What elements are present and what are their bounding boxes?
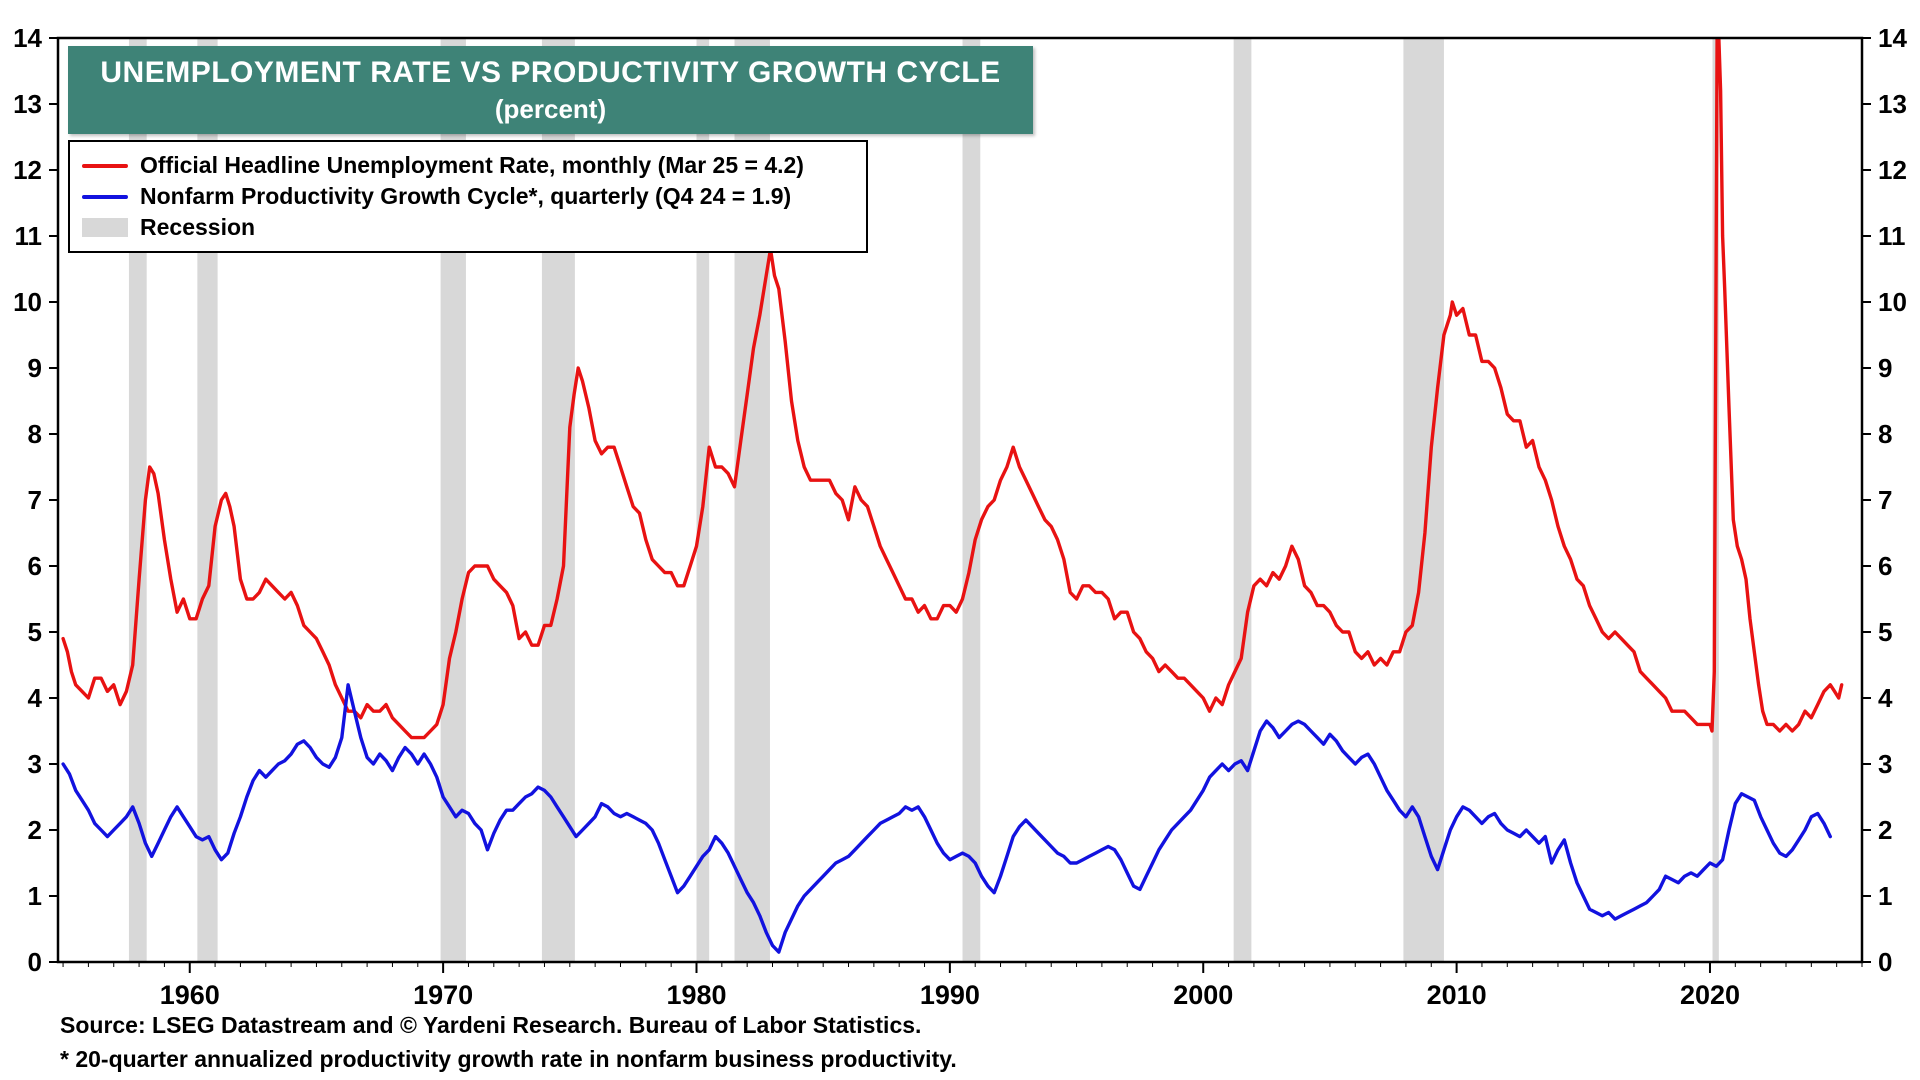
svg-text:1970: 1970 [413, 980, 473, 1010]
svg-text:1990: 1990 [920, 980, 980, 1010]
svg-text:6: 6 [28, 551, 42, 581]
recession-swatch [82, 218, 128, 237]
legend: Official Headline Unemployment Rate, mon… [68, 140, 868, 253]
svg-text:2010: 2010 [1427, 980, 1487, 1010]
svg-text:14: 14 [1878, 23, 1907, 53]
svg-text:1960: 1960 [160, 980, 220, 1010]
legend-label-productivity: Nonfarm Productivity Growth Cycle*, quar… [140, 183, 792, 209]
svg-text:1: 1 [1878, 881, 1892, 911]
svg-text:1980: 1980 [666, 980, 726, 1010]
svg-text:6: 6 [1878, 551, 1892, 581]
svg-text:4: 4 [28, 683, 43, 713]
svg-text:11: 11 [15, 221, 43, 251]
legend-item-unemployment: Official Headline Unemployment Rate, mon… [82, 150, 854, 181]
chart-subtitle: (percent) [494, 93, 607, 124]
svg-text:9: 9 [1878, 353, 1892, 383]
svg-text:13: 13 [1878, 89, 1907, 119]
svg-text:10: 10 [1878, 287, 1907, 317]
chart-title: UNEMPLOYMENT RATE VS PRODUCTIVITY GROWTH… [100, 55, 1001, 89]
svg-text:11: 11 [1878, 221, 1906, 251]
svg-text:5: 5 [28, 617, 42, 647]
legend-item-productivity: Nonfarm Productivity Growth Cycle*, quar… [82, 181, 854, 212]
red-line-swatch [82, 163, 128, 168]
svg-text:0: 0 [28, 947, 42, 977]
svg-text:14: 14 [13, 23, 42, 53]
svg-text:9: 9 [28, 353, 42, 383]
svg-text:12: 12 [1878, 155, 1907, 185]
svg-text:5: 5 [1878, 617, 1892, 647]
legend-label-unemployment: Official Headline Unemployment Rate, mon… [140, 152, 804, 178]
svg-text:4: 4 [1878, 683, 1893, 713]
legend-item-recession: Recession [82, 212, 854, 243]
svg-text:12: 12 [13, 155, 42, 185]
svg-text:2000: 2000 [1173, 980, 1233, 1010]
svg-text:2020: 2020 [1680, 980, 1740, 1010]
svg-text:13: 13 [13, 89, 42, 119]
svg-text:10: 10 [13, 287, 42, 317]
footnote: * 20-quarter annualized productivity gro… [60, 1046, 957, 1072]
chart-title-box: UNEMPLOYMENT RATE VS PRODUCTIVITY GROWTH… [68, 46, 1033, 134]
svg-text:1: 1 [28, 881, 42, 911]
svg-text:2: 2 [1878, 815, 1892, 845]
svg-text:8: 8 [1878, 419, 1892, 449]
legend-label-recession: Recession [140, 214, 256, 240]
svg-text:7: 7 [1878, 485, 1892, 515]
svg-text:7: 7 [28, 485, 42, 515]
svg-text:0: 0 [1878, 947, 1892, 977]
svg-text:3: 3 [1878, 749, 1892, 779]
blue-line-swatch [82, 194, 128, 199]
svg-text:2: 2 [28, 815, 42, 845]
svg-text:8: 8 [28, 419, 42, 449]
source-note: Source: LSEG Datastream and © Yardeni Re… [60, 1012, 922, 1038]
svg-text:3: 3 [28, 749, 42, 779]
